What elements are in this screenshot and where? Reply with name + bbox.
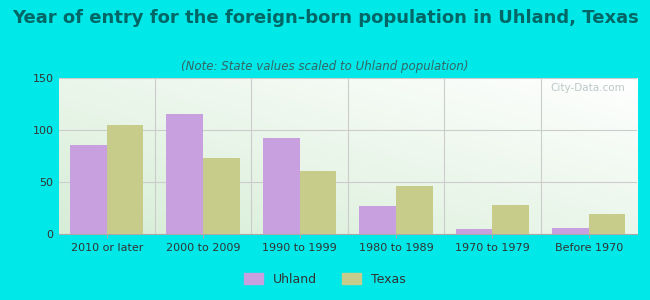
Legend: Uhland, Texas: Uhland, Texas	[239, 268, 411, 291]
Bar	[107, 125, 144, 234]
Text: Year of entry for the foreign-born population in Uhland, Texas: Year of entry for the foreign-born popul…	[12, 9, 638, 27]
Bar	[263, 138, 300, 234]
Bar	[300, 171, 336, 234]
Bar	[396, 186, 433, 234]
Bar	[456, 229, 493, 234]
Bar	[493, 205, 529, 234]
Text: (Note: State values scaled to Uhland population): (Note: State values scaled to Uhland pop…	[181, 60, 469, 73]
Bar	[70, 145, 107, 234]
Bar	[552, 228, 589, 234]
Bar	[166, 114, 203, 234]
Bar	[203, 158, 240, 234]
Text: City-Data.com: City-Data.com	[551, 83, 625, 93]
Bar	[359, 206, 396, 234]
Bar	[589, 214, 625, 234]
